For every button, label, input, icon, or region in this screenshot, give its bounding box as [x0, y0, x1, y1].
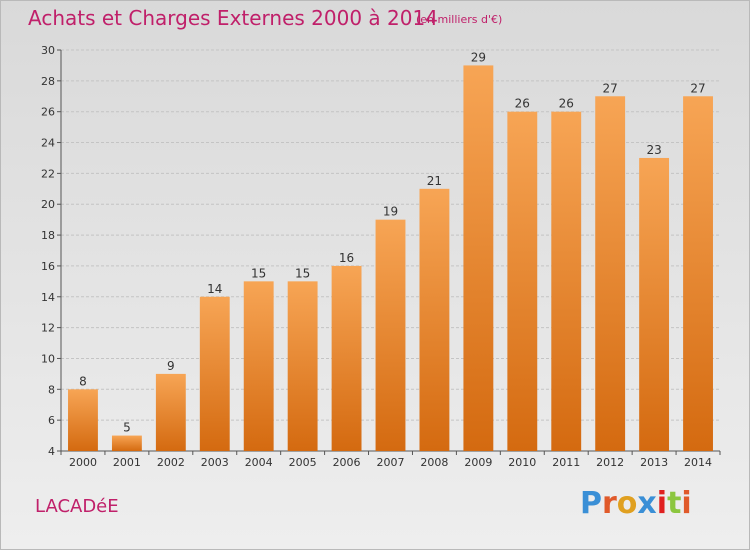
x-tick-label-2008: 2008 [420, 456, 448, 469]
chart-subtitle: (en milliers d'€) [416, 13, 503, 26]
data-label-2008: 21 [427, 174, 442, 188]
data-label-2005: 15 [295, 266, 310, 280]
data-label-2002: 9 [167, 359, 175, 373]
x-tick-label-2002: 2002 [157, 456, 185, 469]
bar-2006 [331, 265, 362, 451]
y-tick-label: 26 [41, 106, 55, 119]
bar-2014 [683, 96, 713, 452]
bar-2000 [68, 389, 98, 451]
x-tick-label-2014: 2014 [684, 456, 712, 469]
y-tick-label: 6 [48, 414, 55, 427]
data-label-2012: 27 [603, 81, 618, 95]
data-label-2001: 5 [123, 421, 131, 435]
bar-2005 [287, 281, 318, 451]
data-label-2010: 26 [515, 97, 530, 111]
y-tick-label: 20 [41, 198, 55, 211]
data-label-2006: 16 [339, 251, 354, 265]
x-tick-label-2000: 2000 [69, 456, 97, 469]
y-tick-label: 18 [41, 229, 55, 242]
x-tick-label-2009: 2009 [464, 456, 492, 469]
y-tick-label: 14 [41, 291, 55, 304]
proxiti-logo: Proxiti [580, 486, 692, 521]
x-tick-label-2003: 2003 [201, 456, 229, 469]
logo-letter: i [681, 486, 692, 521]
logo-letter: P [580, 486, 602, 521]
y-tick-label: 10 [41, 352, 55, 365]
bar-2002 [155, 373, 186, 451]
bar-2003 [199, 296, 230, 451]
y-tick-label: 22 [41, 167, 55, 180]
logo-letter: i [656, 486, 668, 521]
x-tick-label-2011: 2011 [552, 456, 580, 469]
bar-2013 [639, 157, 670, 451]
y-tick-label: 28 [41, 75, 55, 88]
data-label-2013: 23 [646, 143, 661, 157]
logo-letter: o [616, 486, 638, 521]
x-tick-label-2001: 2001 [113, 456, 141, 469]
x-tick-label-2012: 2012 [596, 456, 624, 469]
y-tick-label: 12 [41, 322, 55, 335]
bar-2004 [243, 281, 274, 451]
bar-2010 [507, 111, 538, 451]
y-tick-label: 30 [41, 44, 55, 57]
data-label-2007: 19 [383, 205, 398, 219]
y-tick-label: 4 [48, 445, 55, 458]
bar-2008 [419, 188, 450, 452]
data-label-2003: 14 [207, 282, 222, 296]
bar-2012 [595, 96, 626, 452]
bar-2001 [111, 435, 142, 451]
x-tick-label-2004: 2004 [245, 456, 273, 469]
logo-letter: t [667, 486, 682, 521]
place-name: LACADéE [35, 496, 119, 517]
data-label-2004: 15 [251, 266, 266, 280]
y-tick-label: 16 [41, 260, 55, 273]
logo-letter: r [602, 486, 617, 521]
x-tick-label-2005: 2005 [289, 456, 317, 469]
labels: 4 6 8 10 12 14 16 18 20 22 24 26 28 30 8 2000 5 2001 9 2002… [41, 44, 712, 469]
bar-2007 [375, 219, 406, 451]
data-label-2000: 8 [79, 374, 87, 388]
bar-2011 [551, 111, 582, 451]
x-tick-label-2010: 2010 [508, 456, 536, 469]
y-tick-label: 24 [41, 137, 55, 150]
x-tick-label-2006: 2006 [333, 456, 361, 469]
y-tick-label: 8 [48, 383, 55, 396]
x-tick-label-2013: 2013 [640, 456, 668, 469]
logo-letter: x [637, 486, 657, 521]
x-tick-label-2007: 2007 [377, 456, 405, 469]
data-label-2011: 26 [559, 97, 574, 111]
chart-title: Achats et Charges Externes 2000 à 2014 [28, 6, 438, 30]
data-label-2014: 27 [690, 81, 705, 95]
data-label-2009: 29 [471, 50, 486, 64]
bars [68, 65, 713, 452]
bar-2009 [463, 65, 494, 451]
